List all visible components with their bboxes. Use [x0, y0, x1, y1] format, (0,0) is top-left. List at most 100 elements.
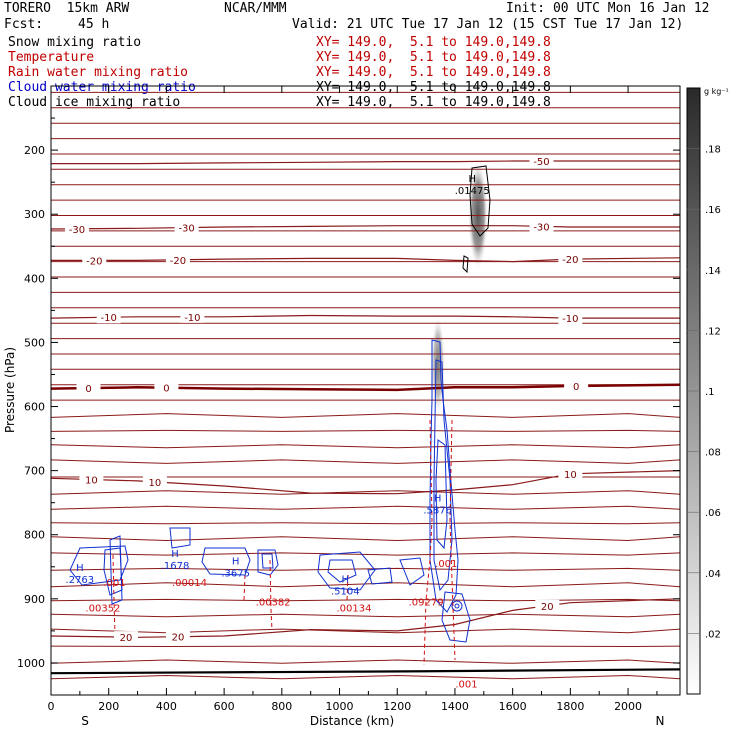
- cloud-water-contour: [103, 547, 123, 596]
- temperature-contours: [50, 91, 681, 680]
- model-title: TORERO 15km ARW: [4, 1, 130, 16]
- x-end-label-south: S: [81, 714, 89, 728]
- y-tick-label: 600: [24, 401, 45, 414]
- init-time: Init: 00 UTC Mon 16 Jan 12: [506, 1, 710, 16]
- cloud-water-contour: [367, 567, 393, 585]
- cloud-max-marker: H: [342, 574, 350, 585]
- cloud-water-contour: [454, 603, 460, 609]
- temperature-contour--20: [51, 257, 681, 263]
- legend-cloudwater-xy: XY= 149.0, 5.1 to 149.0,149.8: [316, 80, 551, 95]
- rain-water-label: .00014: [172, 578, 207, 589]
- cloud-max-value: .5876: [423, 506, 452, 517]
- temperature-contour--10: [50, 314, 680, 319]
- colorbar-tick-label: .08: [705, 448, 721, 459]
- temperature-label: -30: [533, 222, 549, 233]
- temperature-label: -30: [178, 224, 194, 235]
- temperature-label: 0: [573, 382, 579, 393]
- colorbar-tick-label: .02: [705, 629, 721, 640]
- temperature-label-bg: [529, 220, 554, 233]
- rain-water-contour: [449, 419, 456, 661]
- cloud-max-value: .5104: [331, 586, 360, 597]
- temperature-label-bg: [96, 311, 121, 324]
- cloud-ice-contours: [462, 165, 491, 274]
- legend-rain-label: Rain water mixing ratio: [8, 65, 189, 80]
- temperature-label-bg: [82, 254, 107, 267]
- colorbar-tick-label: .14: [705, 266, 721, 277]
- rain-water-label: .00134: [336, 604, 371, 615]
- temperature-contour: [50, 582, 681, 588]
- temperature-contour--30: [50, 225, 680, 230]
- temperature-label: -10: [101, 313, 117, 324]
- temperature-label-bg: [165, 253, 190, 266]
- rain-water-contour: [112, 554, 116, 636]
- temperature-contour: [50, 613, 681, 618]
- legend-cloudice-label: Cloud ice mixing ratio: [8, 95, 181, 110]
- legend-cloudice-xy: XY= 149.0, 5.1 to 149.0,149.8: [316, 95, 551, 110]
- cloud-ice-contour: [462, 255, 469, 274]
- temperature-label-bg: [180, 310, 205, 323]
- temperature-contour: [50, 429, 681, 432]
- x-tick-label: 1200: [383, 700, 411, 713]
- cloud-ice-contour: [469, 165, 491, 237]
- cloud-water-contour: [451, 600, 463, 612]
- temperature-contour: [50, 444, 681, 449]
- cloud-water-contour: [109, 535, 123, 605]
- temperature-contour: [50, 567, 681, 571]
- legend-temperature-xy: XY= 149.0, 5.1 to 149.0,149.8: [316, 50, 551, 65]
- y-tick-label: 400: [24, 272, 45, 285]
- temperature-label-bg: [529, 155, 554, 168]
- temperature-contour: [50, 674, 681, 680]
- plot-frame: [50, 85, 681, 696]
- colorbar-tick-label: .12: [705, 326, 721, 337]
- temperature-label: -20: [170, 256, 186, 267]
- cloud-max-value: .1678: [161, 561, 190, 572]
- forecast-label: Fcst:: [4, 17, 44, 32]
- x-end-label-north: N: [656, 714, 665, 728]
- temperature-contour: [50, 413, 681, 418]
- rain-water-contour: [269, 559, 273, 631]
- temperature-label: -20: [86, 256, 102, 267]
- temperature-label-bg: [154, 381, 179, 394]
- forecast-hour: 45 h: [78, 17, 110, 32]
- temperature-label-bg: [64, 222, 89, 235]
- cloud-max-marker: H: [232, 556, 240, 567]
- y-tick-label: 800: [24, 529, 45, 542]
- temperature-label: 0: [163, 384, 169, 395]
- rain-water-label: .09279: [409, 597, 444, 608]
- temperature-label-bg: [558, 312, 583, 325]
- cloud-water-contour: [169, 527, 191, 549]
- temperature-contour: [50, 459, 681, 464]
- cloud-max-marker: H: [171, 549, 179, 560]
- legend-rain-xy: XY= 149.0, 5.1 to 149.0,149.8: [316, 65, 551, 80]
- y-axis-label: Pressure (hPa): [3, 347, 17, 433]
- x-tick-label: 1000: [326, 700, 354, 713]
- x-axis-label: Distance (km): [310, 714, 394, 728]
- legend-snow-xy: XY= 149.0, 5.1 to 149.0,149.8: [316, 35, 551, 50]
- cloud-water-contour: [257, 549, 279, 576]
- temperature-label: 0: [85, 384, 91, 395]
- cloud-max-value: .3675: [221, 568, 250, 579]
- y-tick-label: 900: [24, 593, 45, 606]
- colorbar-tick-label: .04: [705, 569, 721, 580]
- temperature-label-bg: [76, 382, 101, 395]
- x-tick-label: 0: [48, 700, 55, 713]
- rain-water-contours: [112, 419, 456, 666]
- rain-water-label: .001: [435, 559, 457, 570]
- temperature-label-bg: [165, 630, 190, 643]
- cloud-water-contour: [261, 553, 274, 569]
- colorbar-unit: g kg⁻¹: [704, 87, 729, 96]
- rain-water-label: .00352: [85, 604, 120, 615]
- temperature-label-bg: [558, 253, 583, 266]
- temperature-label-bg: [558, 467, 583, 480]
- rain-water-label: .00382: [256, 597, 291, 608]
- x-tick-label: 800: [271, 700, 292, 713]
- cloud-water-contour: [435, 439, 448, 550]
- surface-line: [50, 668, 681, 675]
- temperature-label-bg: [79, 473, 104, 486]
- temperature-contour: [50, 505, 681, 510]
- x-tick-label: 1800: [556, 700, 584, 713]
- valid-time: Valid: 21 UTC Tue 17 Jan 12 (15 CST Tue …: [292, 17, 684, 32]
- x-tick-label: 400: [156, 700, 177, 713]
- x-tick-label: 1600: [499, 700, 527, 713]
- temperature-label: 10: [149, 478, 162, 489]
